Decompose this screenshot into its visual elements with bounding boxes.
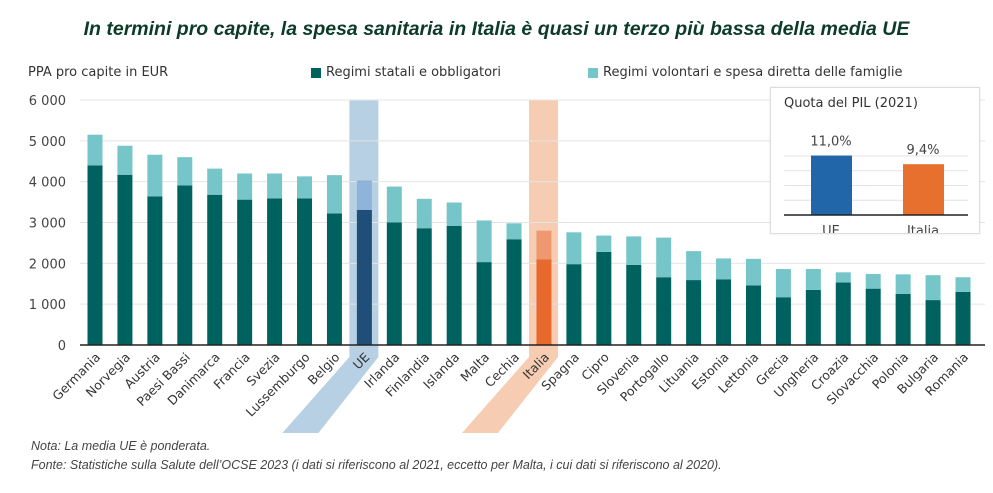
bar-gov-bulgaria bbox=[925, 300, 941, 345]
bar-vol-grecia bbox=[775, 269, 791, 298]
y-tick-label: 4 000 bbox=[29, 176, 66, 191]
bar-gov-danimarca bbox=[207, 194, 223, 345]
bar-gov-romania bbox=[955, 291, 971, 345]
bar-gov-spagna bbox=[566, 264, 582, 345]
bar-vol-portogallo bbox=[656, 237, 672, 278]
legend-item-vol: Regimi volontari e spesa diretta delle f… bbox=[588, 65, 902, 80]
bar-gov-ue bbox=[356, 209, 372, 345]
bar-vol-croazia bbox=[835, 272, 851, 283]
bar-vol-austria bbox=[147, 154, 163, 197]
bar-gov-cechia bbox=[506, 239, 522, 345]
bar-gov-slovenia bbox=[626, 264, 642, 345]
bar-vol-ungheria bbox=[805, 269, 821, 290]
bar-vol-ue bbox=[356, 180, 372, 210]
bar-vol-italia bbox=[536, 230, 552, 260]
bar-gov-croazia bbox=[835, 282, 851, 345]
bar-gov-austria bbox=[147, 196, 163, 345]
highlight-band-ue bbox=[282, 100, 379, 433]
legend-label-vol: Regimi volontari e spesa diretta delle f… bbox=[603, 65, 903, 80]
bars bbox=[87, 134, 971, 345]
bar-gov-grecia bbox=[775, 297, 791, 345]
legend-item-gov: Regimi statali e obbligatori bbox=[311, 65, 501, 80]
y-tick-label: 0 bbox=[58, 339, 66, 354]
bar-vol-svezia bbox=[267, 173, 283, 199]
bar-gov-lussemburgo bbox=[297, 198, 313, 345]
bar-gov-belgio bbox=[326, 213, 342, 345]
bar-gov-slovacchia bbox=[865, 288, 881, 345]
bar-vol-lussemburgo bbox=[297, 176, 313, 199]
inset-value-label: 9,4% bbox=[906, 143, 939, 158]
bar-vol-paesi-bassi bbox=[177, 157, 193, 186]
bar-vol-islanda bbox=[446, 202, 462, 226]
bar-gov-polonia bbox=[895, 293, 911, 345]
bar-vol-lituania bbox=[686, 251, 702, 281]
highlight-bands bbox=[282, 100, 558, 433]
bar-vol-cechia bbox=[506, 223, 522, 240]
inset-title: Quota del PIL (2021) bbox=[784, 96, 918, 111]
legend-swatch-vol bbox=[588, 67, 598, 78]
inset-chart: 11,0% UE 9,4% Italia bbox=[784, 135, 968, 233]
bar-gov-paesi-bassi bbox=[177, 185, 193, 345]
bar-gov-francia bbox=[237, 199, 253, 345]
bar-vol-spagna bbox=[566, 232, 582, 265]
bar-vol-bulgaria bbox=[925, 275, 941, 301]
bar-gov-norvegia bbox=[117, 174, 133, 345]
bar-vol-polonia bbox=[895, 274, 911, 294]
bar-gov-italia bbox=[536, 259, 552, 345]
y-tick-label: 6 000 bbox=[29, 94, 66, 109]
bar-vol-finlandia bbox=[416, 198, 432, 229]
bar-vol-lettonia bbox=[745, 258, 761, 286]
y-tick-label: 5 000 bbox=[29, 135, 66, 150]
bar-gov-malta bbox=[476, 262, 492, 345]
bar-vol-belgio bbox=[326, 175, 342, 214]
bar-vol-danimarca bbox=[207, 168, 223, 195]
bar-vol-cipro bbox=[596, 235, 612, 252]
y-tick-label: 1 000 bbox=[29, 298, 66, 313]
inset-bar-italia bbox=[903, 164, 944, 215]
bar-gov-lettonia bbox=[745, 285, 761, 345]
bar-gov-ungheria bbox=[805, 289, 821, 345]
bar-gov-irlanda bbox=[386, 222, 402, 345]
chart-title: In termini pro capite, la spesa sanitari… bbox=[83, 18, 910, 40]
bar-gov-portogallo bbox=[656, 277, 672, 345]
y-axis-ticks: 0 1 000 2 000 3 000 4 000 5 000 6 000 bbox=[29, 94, 66, 354]
source-text: Fonte: Statistiche sulla Salute dell’OCS… bbox=[31, 458, 722, 472]
inset-category-label: Italia bbox=[907, 224, 939, 233]
bar-vol-norvegia bbox=[117, 145, 133, 175]
bar-gov-cipro bbox=[596, 251, 612, 345]
bar-gov-finlandia bbox=[416, 228, 432, 345]
inset-bar-ue bbox=[811, 155, 852, 215]
inset-category-label: UE bbox=[822, 224, 840, 233]
bar-vol-slovacchia bbox=[865, 273, 881, 289]
note-text: Nota: La media UE è ponderata. bbox=[31, 439, 211, 453]
bar-gov-islanda bbox=[446, 225, 462, 345]
bar-vol-germania bbox=[87, 134, 103, 166]
highlight-band-italia bbox=[461, 100, 558, 433]
inset-value-label: 11,0% bbox=[810, 135, 851, 150]
legend-label-gov: Regimi statali e obbligatori bbox=[326, 65, 502, 80]
bar-vol-romania bbox=[955, 277, 971, 292]
inset-gdp-share: Quota del PIL (2021) 11,0% UE 9,4% Italia bbox=[770, 87, 980, 234]
bar-vol-malta bbox=[476, 220, 492, 263]
bar-vol-slovenia bbox=[626, 236, 642, 265]
bar-gov-germania bbox=[87, 165, 103, 345]
y-tick-label: 3 000 bbox=[29, 217, 66, 232]
bar-gov-svezia bbox=[267, 198, 283, 345]
footnotes: Nota: La media UE è ponderata. Fonte: St… bbox=[31, 437, 722, 475]
y-tick-label: 2 000 bbox=[29, 257, 66, 272]
legend-swatch-gov bbox=[311, 67, 321, 78]
bar-vol-francia bbox=[237, 173, 253, 200]
bar-vol-estonia bbox=[716, 258, 732, 280]
bar-vol-irlanda bbox=[386, 186, 402, 223]
bar-gov-estonia bbox=[716, 279, 732, 345]
bar-gov-lituania bbox=[686, 280, 702, 345]
y-axis-label: PPA pro capite in EUR bbox=[28, 65, 169, 80]
